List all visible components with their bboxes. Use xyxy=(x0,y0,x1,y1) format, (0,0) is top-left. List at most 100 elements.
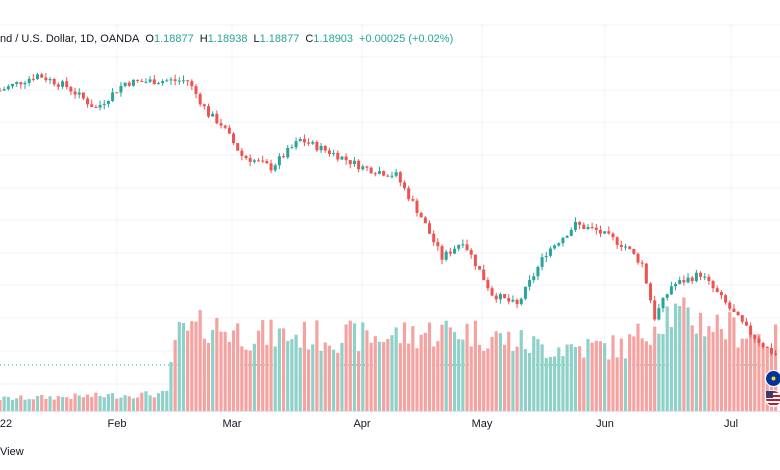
candle xyxy=(0,87,2,92)
volume-bar xyxy=(640,338,644,411)
volume-bar xyxy=(582,357,586,411)
volume-bar xyxy=(611,335,615,411)
volume-bar xyxy=(27,399,31,411)
candle xyxy=(457,244,461,252)
candle xyxy=(615,236,619,249)
volume-bar xyxy=(19,395,23,411)
candle xyxy=(682,275,686,286)
volume-bar xyxy=(140,392,144,411)
candle xyxy=(415,198,419,217)
candle xyxy=(261,155,265,163)
volume-bar xyxy=(678,306,682,411)
candle xyxy=(31,74,35,82)
volume-bar xyxy=(365,330,369,411)
volume-bar xyxy=(623,358,628,411)
candle xyxy=(432,230,436,246)
volume-bar xyxy=(161,390,165,411)
candle xyxy=(553,244,557,250)
candle xyxy=(156,81,160,85)
volume-bar xyxy=(65,397,69,411)
volume-bar xyxy=(578,346,582,411)
volume-bar xyxy=(202,338,206,411)
volume-bar xyxy=(85,394,90,411)
candle xyxy=(732,304,736,313)
volume-bar xyxy=(357,351,361,411)
volume-bar xyxy=(102,397,106,411)
candle xyxy=(561,237,565,247)
candle xyxy=(344,153,348,165)
volume-bar xyxy=(740,338,744,411)
candle xyxy=(348,160,352,169)
candle xyxy=(177,77,181,85)
volume-bar xyxy=(244,349,248,411)
volume-bar xyxy=(436,341,440,411)
candle xyxy=(357,159,361,173)
volume-bar xyxy=(515,346,519,411)
us-flag-icon[interactable] xyxy=(765,390,780,407)
volume-bar xyxy=(590,342,594,411)
candle xyxy=(565,235,569,239)
volume-bar xyxy=(15,398,19,411)
volume-bar xyxy=(661,334,665,411)
candle xyxy=(90,99,94,108)
volume-bar xyxy=(774,324,778,411)
candle xyxy=(694,269,698,283)
candle xyxy=(332,149,336,157)
candle xyxy=(127,80,131,87)
candle xyxy=(744,317,748,327)
candle xyxy=(327,147,331,157)
candle xyxy=(603,231,607,235)
volume-bar xyxy=(344,324,348,411)
candle xyxy=(111,88,115,103)
candle xyxy=(511,295,515,303)
candle xyxy=(148,76,152,84)
candle xyxy=(23,80,27,90)
candle xyxy=(165,78,169,82)
volume-bar xyxy=(694,333,698,411)
volume-bar xyxy=(223,331,227,411)
volume-bar xyxy=(306,349,311,411)
candle xyxy=(190,79,194,90)
candle xyxy=(753,334,757,343)
candle xyxy=(774,350,778,357)
volume-bar xyxy=(190,321,194,411)
volume-bar xyxy=(269,319,273,411)
candle xyxy=(315,140,319,152)
candle xyxy=(590,222,594,230)
candle xyxy=(665,293,669,301)
candle xyxy=(703,273,707,281)
candle xyxy=(382,170,386,177)
volume-bar xyxy=(553,356,557,411)
eu-flag-icon[interactable] xyxy=(765,370,780,387)
candle xyxy=(61,79,65,89)
open-value: 1.18877 xyxy=(153,33,194,45)
candle xyxy=(528,275,532,291)
volume-bar xyxy=(628,334,632,411)
candle xyxy=(711,280,715,293)
candle xyxy=(407,185,411,202)
volume-bar xyxy=(548,356,553,411)
high-value: 1.18938 xyxy=(207,33,248,45)
volume-bar xyxy=(352,323,357,411)
candle xyxy=(352,157,356,167)
volume-bar xyxy=(644,341,648,411)
volume-bar xyxy=(281,328,286,411)
volume-bar xyxy=(23,399,27,411)
volume-bar xyxy=(632,336,636,411)
candle xyxy=(194,83,198,99)
x-tick-label: Feb xyxy=(108,418,127,430)
volume-bar xyxy=(494,331,498,411)
candle xyxy=(657,303,661,321)
candle xyxy=(765,346,769,349)
candle xyxy=(749,322,753,338)
footer-view-link[interactable]: View xyxy=(0,446,24,458)
volume-bar xyxy=(265,344,269,411)
candle xyxy=(624,243,627,251)
volume-bar xyxy=(194,321,198,411)
volume-bar xyxy=(48,396,52,411)
volume-bar xyxy=(415,348,419,411)
candle xyxy=(586,223,590,230)
candle xyxy=(390,171,394,179)
volume-bar xyxy=(219,331,223,411)
